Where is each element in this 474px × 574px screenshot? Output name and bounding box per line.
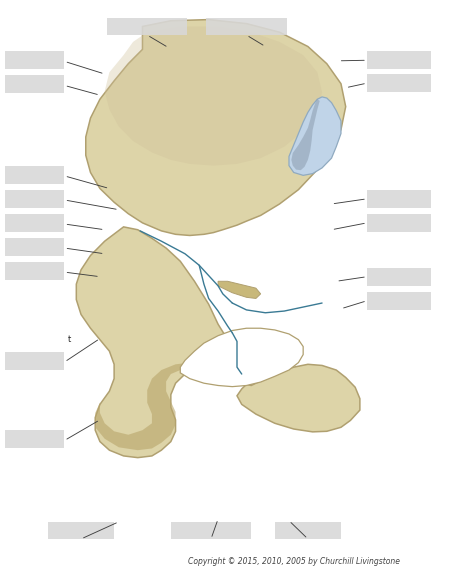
Polygon shape — [292, 99, 319, 170]
FancyBboxPatch shape — [206, 18, 287, 35]
FancyBboxPatch shape — [5, 238, 64, 256]
Polygon shape — [105, 26, 322, 166]
FancyBboxPatch shape — [367, 214, 431, 232]
Polygon shape — [289, 97, 341, 175]
FancyBboxPatch shape — [48, 522, 114, 539]
FancyBboxPatch shape — [275, 522, 341, 539]
Polygon shape — [218, 281, 261, 298]
Polygon shape — [237, 364, 360, 432]
Text: Copyright © 2015, 2010, 2005 by Churchill Livingstone: Copyright © 2015, 2010, 2005 by Churchil… — [188, 557, 400, 566]
Polygon shape — [86, 20, 346, 235]
Polygon shape — [180, 328, 303, 387]
FancyBboxPatch shape — [5, 166, 64, 184]
FancyBboxPatch shape — [5, 75, 64, 94]
Text: t: t — [68, 335, 71, 344]
FancyBboxPatch shape — [107, 18, 187, 35]
FancyBboxPatch shape — [5, 262, 64, 280]
FancyBboxPatch shape — [5, 430, 64, 448]
FancyBboxPatch shape — [367, 51, 431, 69]
Polygon shape — [76, 227, 251, 457]
FancyBboxPatch shape — [367, 189, 431, 208]
FancyBboxPatch shape — [367, 267, 431, 286]
FancyBboxPatch shape — [171, 522, 251, 539]
Polygon shape — [95, 363, 194, 450]
FancyBboxPatch shape — [367, 292, 431, 310]
FancyBboxPatch shape — [5, 51, 64, 69]
FancyBboxPatch shape — [5, 352, 64, 370]
FancyBboxPatch shape — [367, 74, 431, 92]
FancyBboxPatch shape — [5, 189, 64, 208]
FancyBboxPatch shape — [5, 214, 64, 232]
